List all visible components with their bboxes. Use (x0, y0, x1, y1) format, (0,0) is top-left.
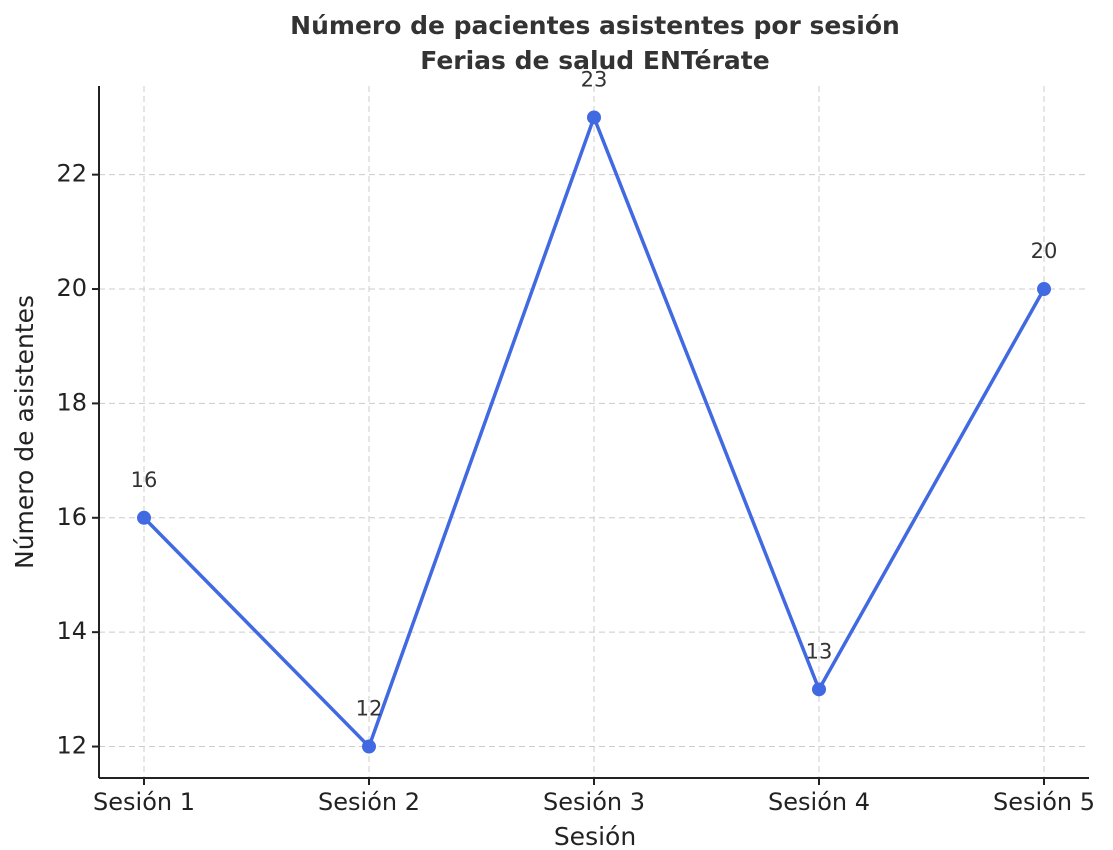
point (587, 110, 601, 125)
point (137, 510, 151, 525)
data-label: 12 (356, 697, 383, 721)
x-tick-label: Sesión 2 (318, 788, 420, 816)
y-tick-label: 14 (56, 617, 87, 645)
x-axis-label: Sesión (554, 822, 636, 850)
x-tick-label: Sesión 5 (993, 788, 1095, 816)
y-tick-label: 12 (56, 732, 87, 760)
point (1037, 282, 1051, 297)
y-axis-label: Número de asistentes (10, 295, 39, 569)
data-label: 16 (131, 468, 158, 492)
x-tick-label: Sesión 4 (768, 788, 870, 816)
x-tick-label: Sesión 1 (93, 788, 195, 816)
data-label: 13 (806, 639, 833, 663)
chart-title: Número de pacientes asistentes por sesió… (290, 11, 900, 40)
point (812, 682, 826, 697)
y-tick-label: 18 (56, 388, 87, 416)
data-label: 23 (581, 67, 608, 91)
data-label: 20 (1031, 239, 1058, 263)
chart-title: Ferias de salud ENTérate (420, 46, 769, 75)
point (362, 739, 376, 754)
x-tick-label: Sesión 3 (543, 788, 645, 816)
y-tick-label: 22 (56, 160, 87, 188)
y-tick-label: 16 (56, 503, 87, 531)
y-tick-label: 20 (56, 274, 87, 302)
